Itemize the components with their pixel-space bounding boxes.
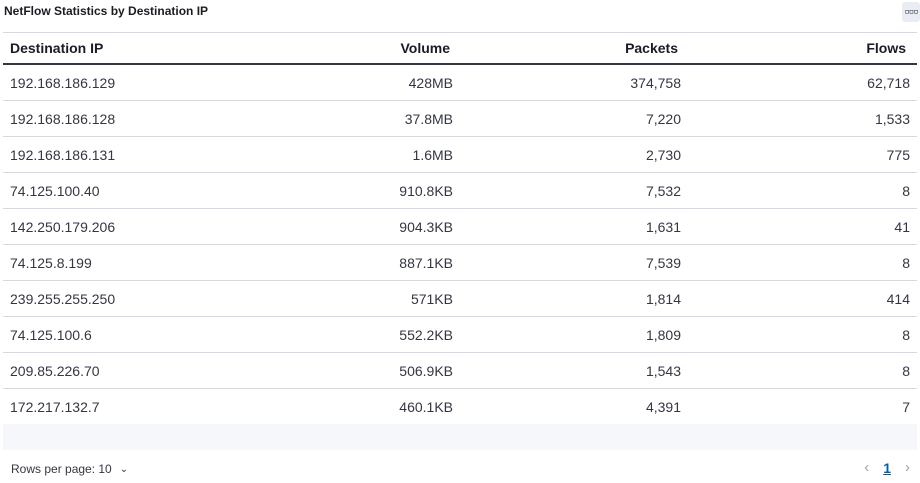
table-row: 239.255.255.250 571KB 1,814 414 [3, 281, 917, 317]
cell-packets: 7,532 [645, 182, 681, 199]
cell-packets: 374,758 [630, 74, 681, 91]
cell-packets: 1,631 [645, 218, 681, 235]
cell-volume: 887.1KB [399, 254, 453, 271]
rows-per-page-label: Rows per page: 10 [11, 462, 112, 476]
table-row: 192.168.186.128 37.8MB 7,220 1,533 [3, 101, 917, 137]
table-row: 192.168.186.129 428MB 374,758 62,718 [3, 65, 917, 101]
cell-volume: 910.8KB [399, 182, 453, 199]
cell-packets: 1,814 [645, 290, 681, 307]
cell-packets: 1,809 [645, 326, 681, 343]
cell-destination-ip: 239.255.255.250 [10, 290, 116, 307]
cell-destination-ip: 209.85.226.70 [10, 362, 100, 379]
cell-destination-ip: 142.250.179.206 [10, 218, 116, 235]
column-header-flows[interactable]: Flows [866, 40, 906, 56]
cell-volume: 506.9KB [399, 362, 453, 379]
cell-flows: 7 [902, 398, 910, 415]
page-number-button[interactable]: 1 [883, 459, 891, 476]
cell-flows: 8 [902, 182, 910, 199]
table-filler [3, 424, 917, 450]
cell-flows: 775 [886, 146, 910, 163]
cell-flows: 8 [902, 254, 910, 271]
cell-destination-ip: 74.125.100.6 [10, 326, 92, 343]
cell-packets: 7,539 [645, 254, 681, 271]
data-table: Destination IP Volume Packets Flows 192.… [3, 32, 917, 425]
cell-volume: 571KB [410, 290, 453, 307]
cell-flows: 8 [902, 362, 910, 379]
cell-flows: 62,718 [867, 74, 910, 91]
ellipsis-icon[interactable]: ▫▫▫ [902, 2, 920, 22]
cell-destination-ip: 192.168.186.131 [10, 146, 116, 163]
chevron-down-icon: ⌄ [119, 463, 129, 475]
cell-volume: 1.6MB [412, 146, 453, 163]
cell-volume: 552.2KB [399, 326, 453, 343]
cell-packets: 2,730 [645, 146, 681, 163]
column-header-volume[interactable]: Volume [400, 40, 450, 56]
table-row: 209.85.226.70 506.9KB 1,543 8 [3, 353, 917, 389]
cell-destination-ip: 172.217.132.7 [10, 398, 100, 415]
cell-packets: 7,220 [645, 110, 681, 127]
table-body: 192.168.186.129 428MB 374,758 62,718 192.168… [3, 65, 917, 425]
cell-destination-ip: 74.125.100.40 [10, 182, 100, 199]
column-header-packets[interactable]: Packets [625, 40, 678, 56]
column-header-destination-ip[interactable]: Destination IP [10, 40, 104, 56]
table-row: 192.168.186.131 1.6MB 2,730 775 [3, 137, 917, 173]
cell-destination-ip: 192.168.186.128 [10, 110, 116, 127]
table-row: 142.250.179.206 904.3KB 1,631 41 [3, 209, 917, 245]
rows-per-page-button[interactable]: Rows per page: 10 ⌄ [11, 462, 128, 476]
cell-volume: 904.3KB [399, 218, 453, 235]
table-row: 74.125.100.6 552.2KB 1,809 8 [3, 317, 917, 353]
cell-destination-ip: 192.168.186.129 [10, 74, 116, 91]
chevron-right-icon[interactable]: › [905, 459, 910, 476]
cell-destination-ip: 74.125.8.199 [10, 254, 92, 271]
cell-volume: 428MB [408, 74, 453, 91]
cell-flows: 41 [894, 218, 910, 235]
chevron-left-icon[interactable]: ‹ [864, 459, 870, 476]
cell-flows: 1,533 [874, 110, 910, 127]
cell-volume: 37.8MB [404, 110, 453, 127]
cell-flows: 8 [902, 326, 910, 343]
table-row: 172.217.132.7 460.1KB 4,391 7 [3, 389, 917, 425]
table-header: Destination IP Volume Packets Flows [3, 32, 917, 65]
table-row: 74.125.100.40 910.8KB 7,532 8 [3, 173, 917, 209]
cell-packets: 4,391 [645, 398, 681, 415]
cell-volume: 460.1KB [399, 398, 453, 415]
pagination: ‹ 1 › [864, 459, 910, 476]
cell-packets: 1,543 [645, 362, 681, 379]
table-row: 74.125.8.199 887.1KB 7,539 8 [3, 245, 917, 281]
panel-title: NetFlow Statistics by Destination IP [4, 4, 209, 18]
cell-flows: 414 [886, 290, 910, 307]
